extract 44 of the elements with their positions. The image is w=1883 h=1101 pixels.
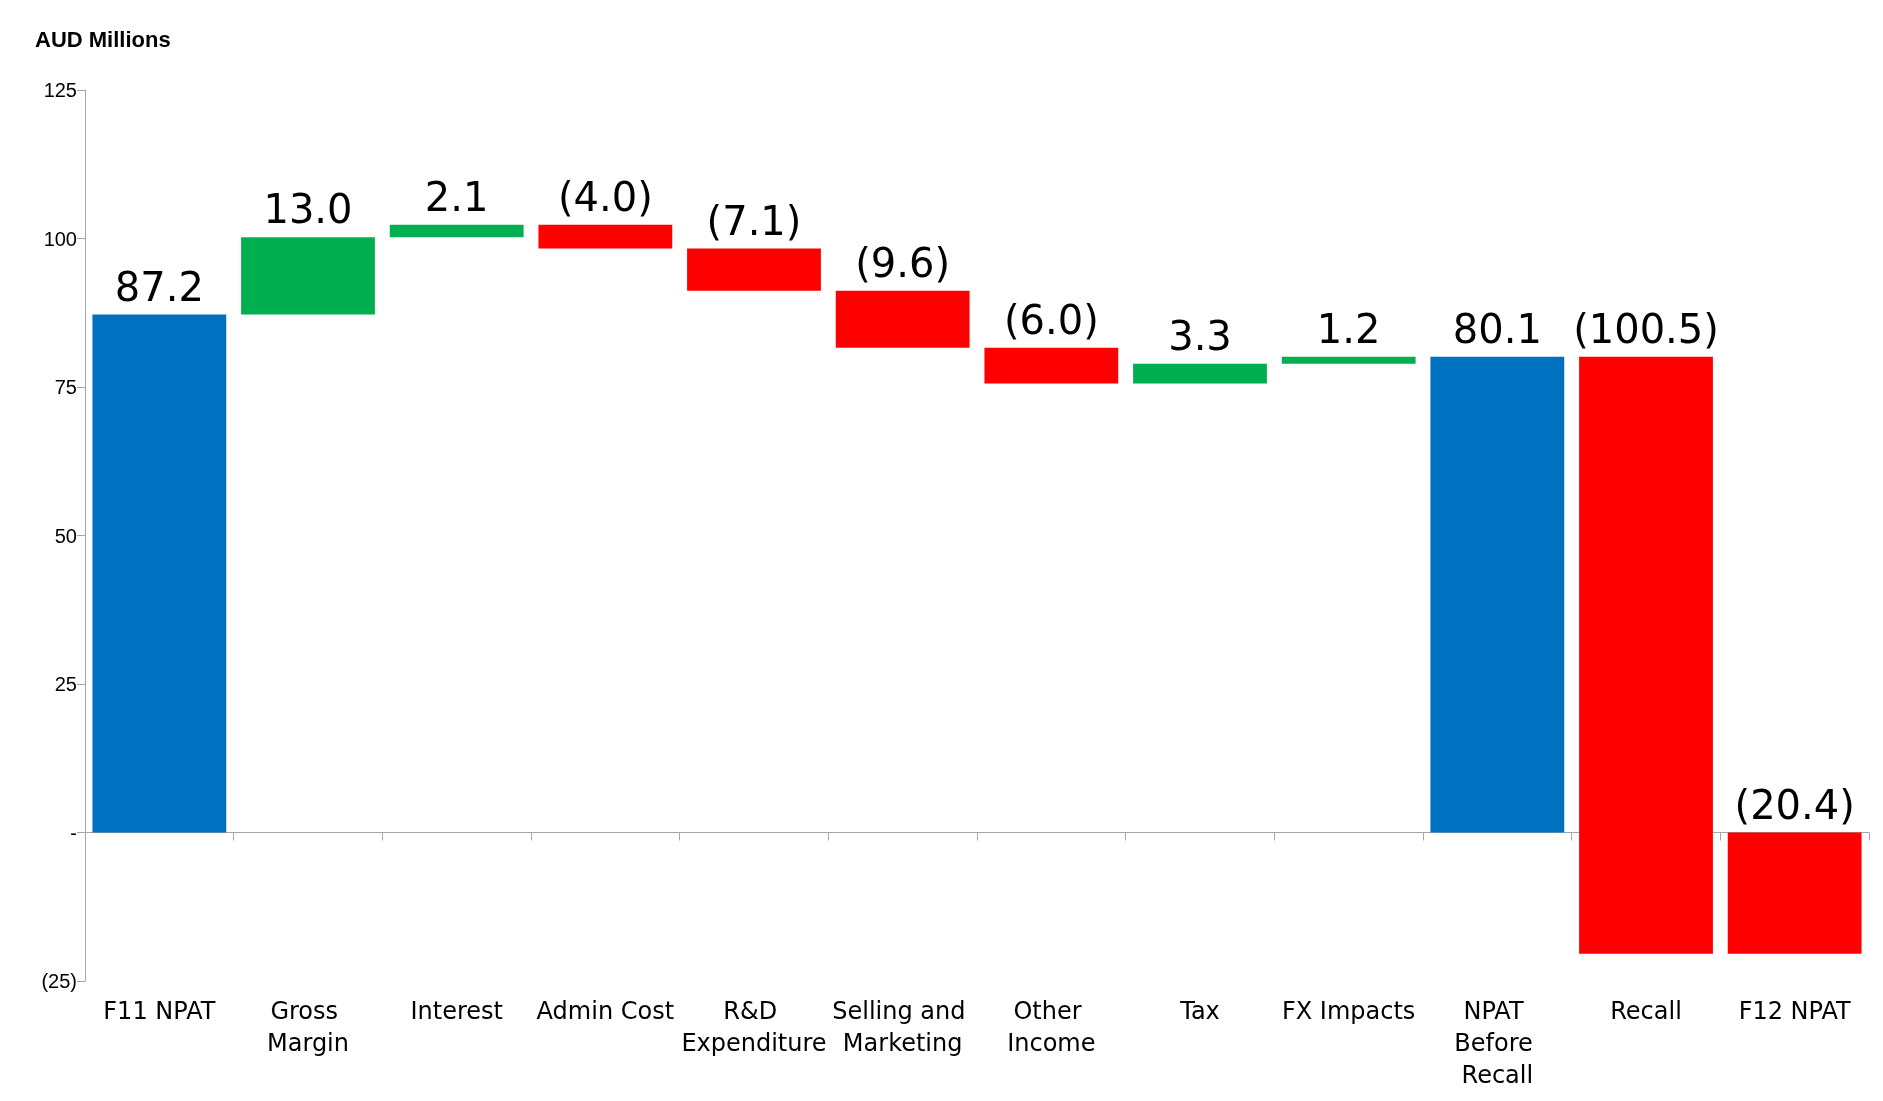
y-tick-label: 50 [54,524,77,547]
bar [389,224,524,238]
data-label: 80.1 [1452,305,1542,352]
data-label: (6.0) [1003,296,1099,343]
x-tick-label: NPAT Before Recall [1454,997,1541,1089]
x-tick-label: F11 NPAT [103,997,216,1025]
y-tick-label: 125 [43,79,77,101]
y-tick-label: 75 [54,376,77,398]
x-tick-label: Gross Margin [267,997,349,1057]
data-label: (20.4) [1734,781,1855,828]
y-tick-label: - [70,821,77,844]
data-label: (100.5) [1573,305,1719,352]
bar [1727,832,1862,954]
y-tick-label: 100 [43,227,77,250]
x-tick-label: FX Impacts [1281,997,1416,1025]
data-label: (4.0) [557,173,653,220]
bar [241,237,375,315]
data-label: 2.1 [424,173,489,220]
bar [1281,356,1416,364]
data-label: (9.6) [855,239,951,286]
x-tick-label: Admin Cost [536,997,675,1025]
bar [92,314,227,833]
bar [1579,356,1713,954]
x-tick-label: R&D Expenditure [681,997,827,1057]
bar [1133,363,1267,384]
data-label: 87.2 [114,263,204,310]
y-tick-label: 25 [54,673,77,695]
x-tick-label: Selling and Marketing [832,997,974,1057]
data-label: (7.1) [706,197,802,244]
x-tick-label: Recall [1610,997,1682,1025]
x-tick-label: Other Income [1007,997,1096,1057]
bar [1430,356,1565,833]
x-tick-label: F12 NPAT [1738,997,1852,1025]
data-label: 3.3 [1168,312,1232,359]
x-tick-label: Interest [410,997,503,1025]
bar [538,224,673,249]
y-axis-title: AUD Millions [35,26,171,52]
bar [984,347,1119,384]
data-label: 1.2 [1316,305,1381,352]
data-label: 13.0 [263,186,353,233]
y-tick-label: (25) [41,970,77,992]
x-tick-label: Tax [1179,997,1220,1025]
bar [835,290,970,348]
bar [687,248,821,291]
